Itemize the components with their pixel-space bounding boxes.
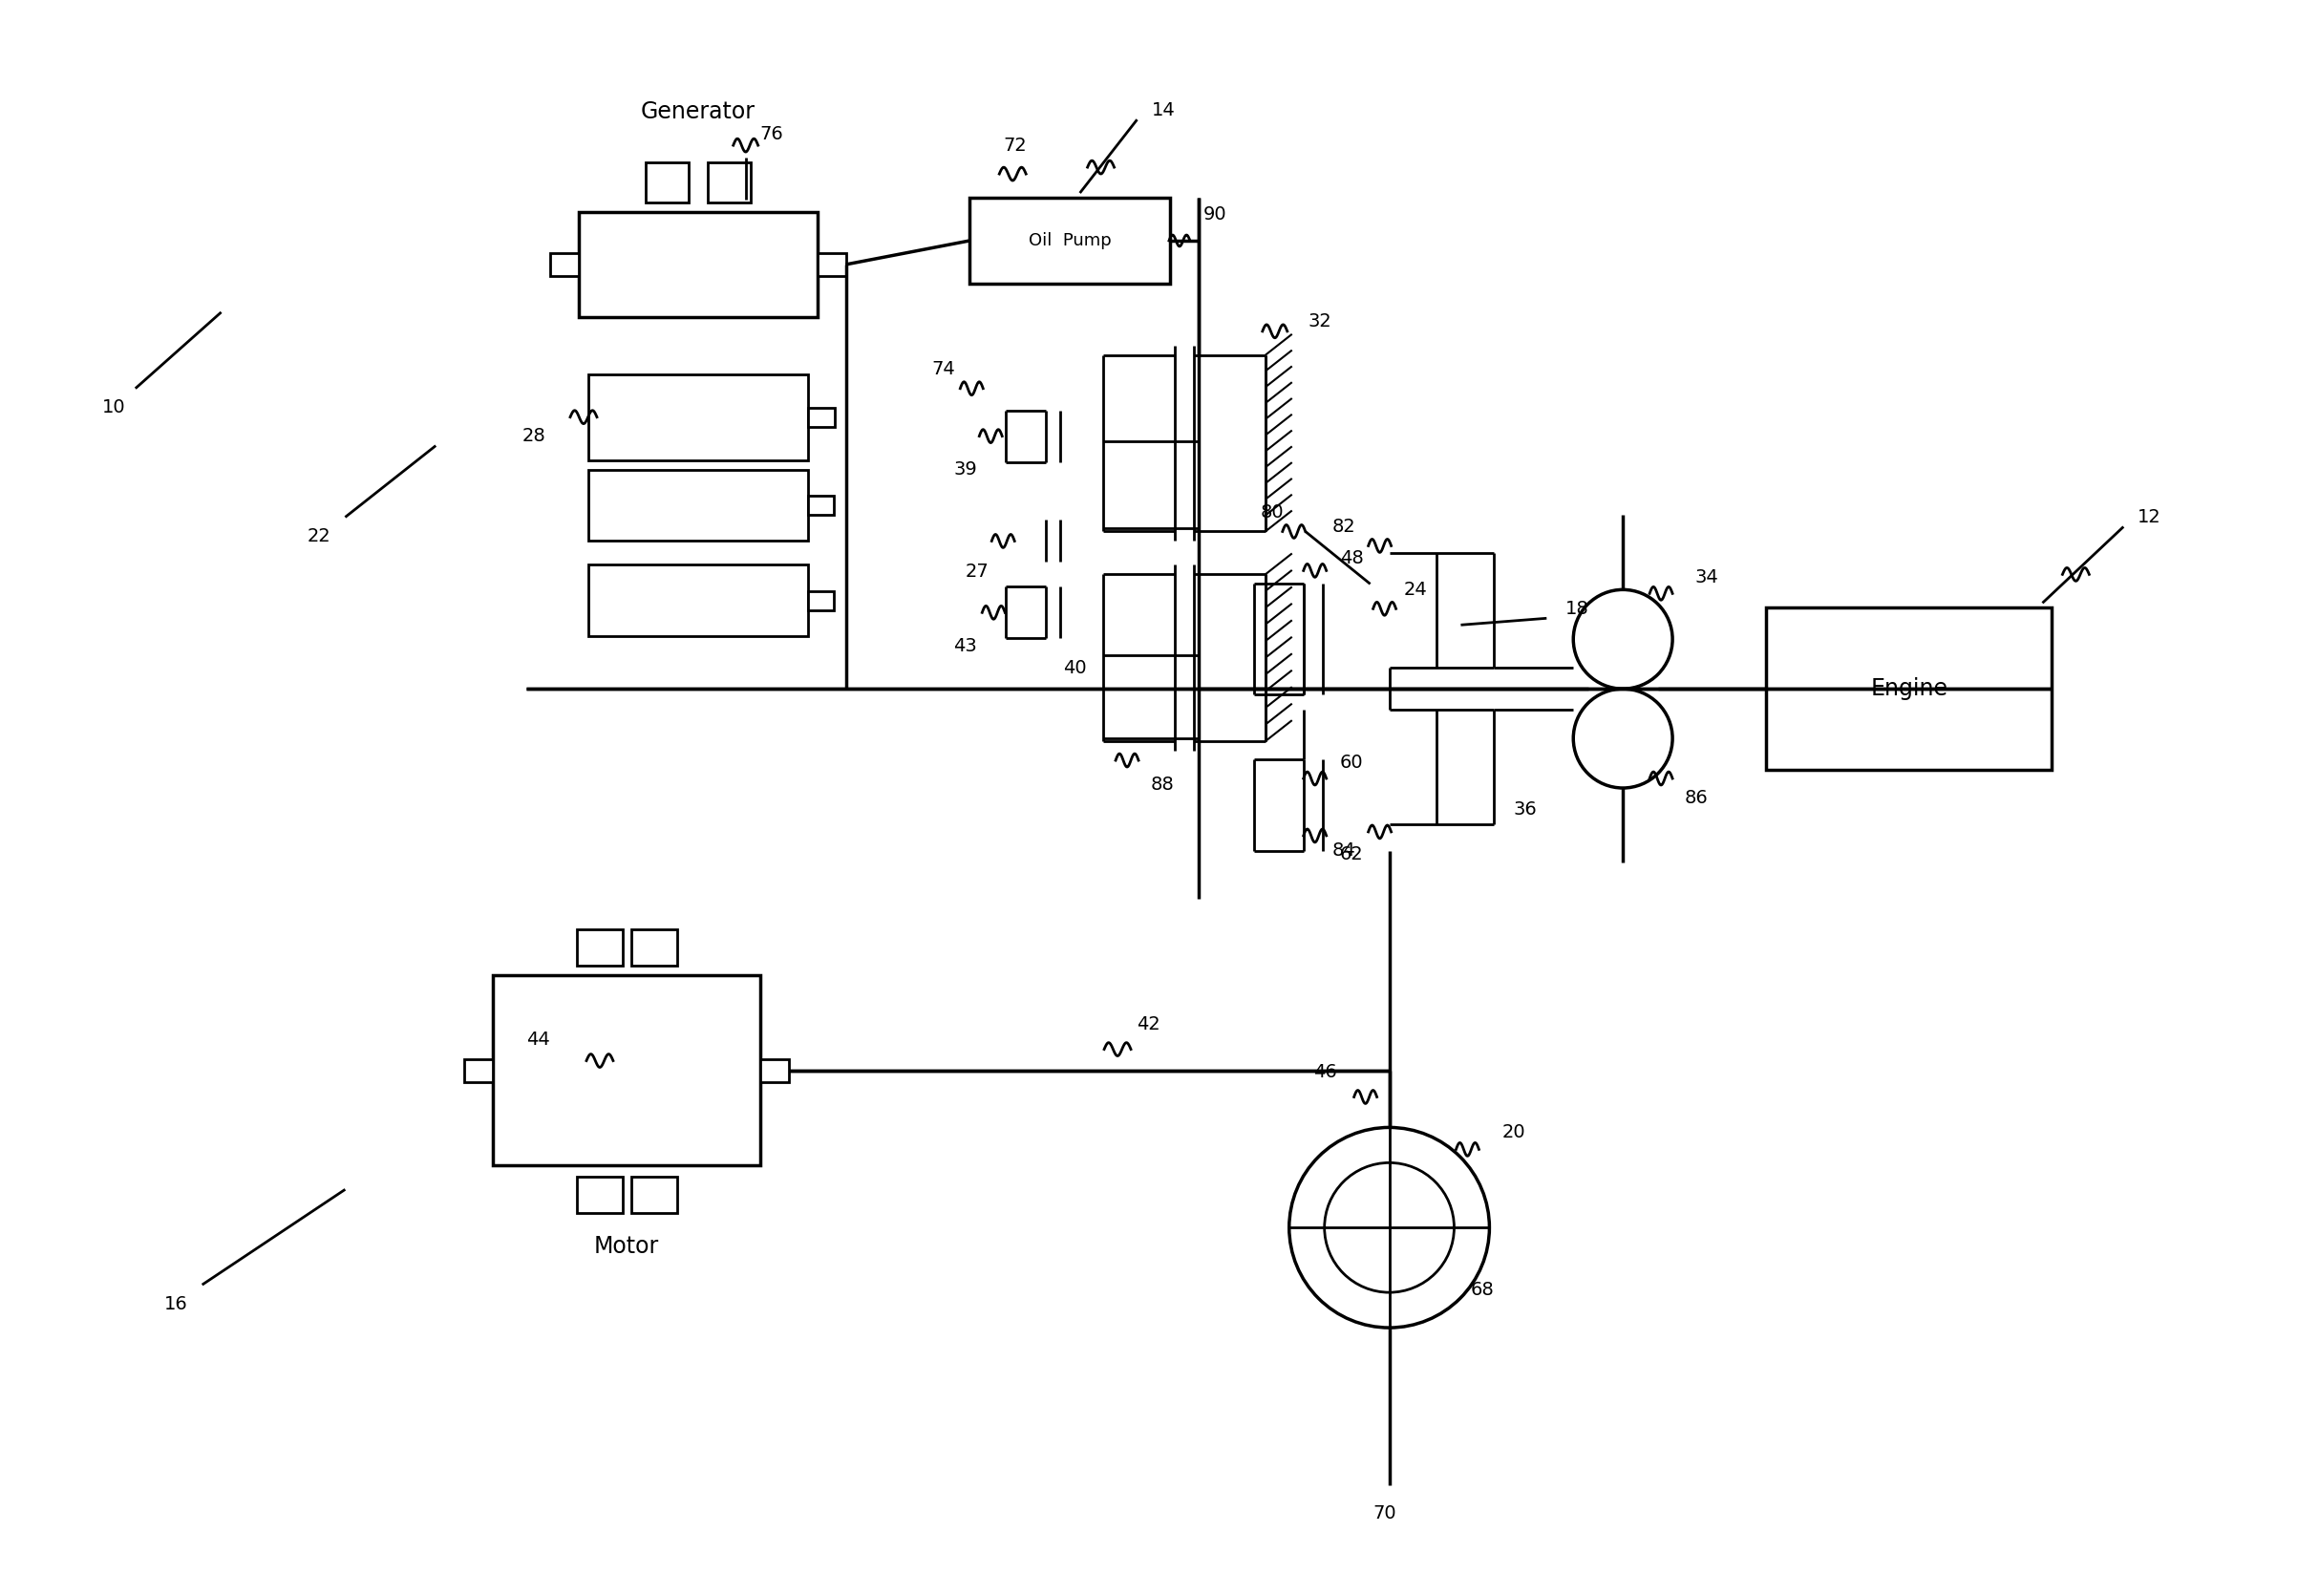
Bar	[632, 929, 678, 966]
Bar	[588, 373, 807, 460]
Bar	[1765, 608, 2052, 769]
Bar	[761, 1058, 788, 1082]
Text: 86: 86	[1684, 788, 1707, 806]
Bar	[807, 591, 834, 610]
Text: Oil  Pump: Oil Pump	[1030, 231, 1112, 249]
Text: 12: 12	[2137, 508, 2162, 527]
Bar	[588, 469, 807, 541]
Circle shape	[1324, 1163, 1455, 1293]
Text: 14: 14	[1151, 101, 1174, 120]
Text: 62: 62	[1340, 846, 1363, 863]
Bar	[807, 407, 834, 426]
Text: 28: 28	[522, 428, 545, 445]
Text: 34: 34	[1694, 568, 1719, 586]
Text: 84: 84	[1333, 841, 1356, 860]
Text: 80: 80	[1262, 503, 1285, 522]
Circle shape	[1574, 689, 1673, 788]
Bar	[708, 163, 751, 203]
Text: 82: 82	[1333, 517, 1356, 536]
Text: 36: 36	[1514, 801, 1537, 819]
Bar	[549, 254, 579, 276]
Text: 76: 76	[761, 124, 784, 144]
Text: 74: 74	[931, 361, 956, 378]
Text: 68: 68	[1471, 1280, 1494, 1299]
Text: 18: 18	[1565, 600, 1590, 618]
Text: 42: 42	[1138, 1015, 1160, 1034]
Bar	[807, 496, 834, 516]
Text: 16: 16	[163, 1294, 188, 1314]
Bar	[577, 929, 623, 966]
Circle shape	[1574, 589, 1673, 689]
Text: Engine: Engine	[1871, 677, 1949, 701]
Text: 90: 90	[1204, 204, 1227, 223]
Text: 70: 70	[1372, 1505, 1397, 1523]
Text: 48: 48	[1340, 549, 1363, 567]
Bar	[970, 198, 1170, 284]
Bar	[494, 975, 761, 1165]
Text: 88: 88	[1151, 776, 1174, 793]
Circle shape	[1289, 1127, 1489, 1328]
Text: 32: 32	[1308, 313, 1333, 330]
Text: 10: 10	[101, 399, 126, 417]
Bar	[577, 1176, 623, 1213]
Text: 60: 60	[1340, 753, 1363, 771]
Text: 43: 43	[954, 637, 977, 654]
Bar	[464, 1058, 494, 1082]
Text: 72: 72	[1004, 136, 1027, 155]
Text: 44: 44	[526, 1031, 549, 1049]
Text: 40: 40	[1064, 659, 1087, 677]
Text: 24: 24	[1404, 581, 1427, 598]
Text: 20: 20	[1503, 1124, 1526, 1141]
Text: 27: 27	[965, 562, 988, 581]
Bar	[646, 163, 689, 203]
Bar	[632, 1176, 678, 1213]
Text: Motor: Motor	[593, 1235, 660, 1258]
Text: 22: 22	[308, 527, 331, 546]
Bar	[588, 565, 807, 637]
Bar	[818, 254, 846, 276]
Text: 46: 46	[1312, 1063, 1337, 1080]
Text: 39: 39	[954, 460, 977, 479]
Text: Generator: Generator	[641, 101, 756, 123]
Bar	[579, 212, 818, 318]
